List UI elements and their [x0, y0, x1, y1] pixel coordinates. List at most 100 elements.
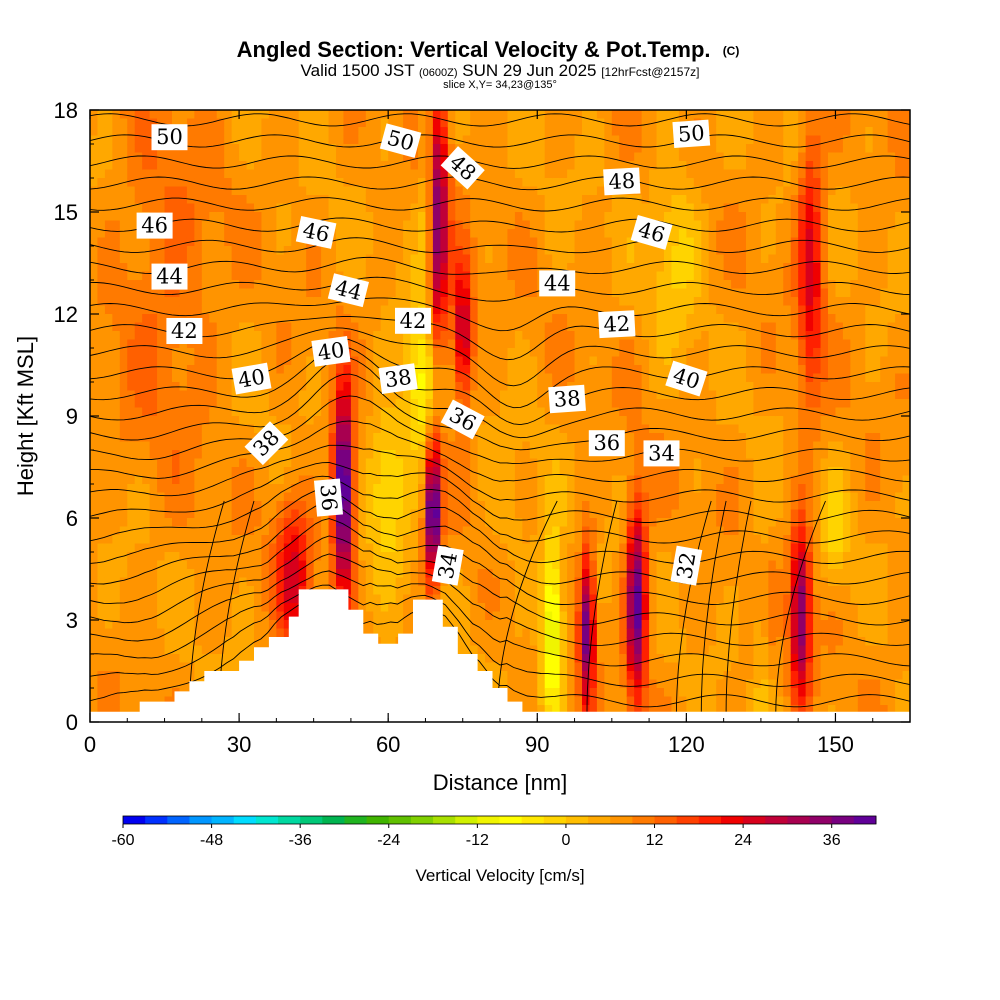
velocity-cell: [343, 263, 352, 273]
velocity-cell: [291, 144, 300, 154]
velocity-cell: [388, 195, 397, 205]
velocity-cell: [97, 518, 106, 528]
velocity-cell: [127, 373, 136, 383]
velocity-cell: [373, 237, 382, 247]
velocity-cell: [291, 492, 300, 502]
velocity-cell: [179, 569, 188, 579]
velocity-cell: [582, 152, 591, 162]
velocity-cell: [216, 441, 225, 451]
velocity-cell: [365, 603, 374, 613]
velocity-cell: [321, 152, 330, 162]
velocity-cell: [104, 535, 113, 545]
velocity-cell: [350, 195, 359, 205]
velocity-cell: [186, 382, 195, 392]
velocity-cell: [90, 348, 99, 358]
velocity-cell: [142, 280, 151, 290]
velocity-cell: [142, 594, 151, 604]
velocity-cell: [186, 577, 195, 587]
velocity-cell: [149, 424, 158, 434]
velocity-cell: [582, 288, 591, 298]
velocity-cell: [239, 501, 248, 511]
velocity-cell: [529, 297, 538, 307]
velocity-cell: [164, 441, 173, 451]
velocity-cell: [529, 543, 538, 553]
velocity-cell: [477, 518, 486, 528]
velocity-cell: [127, 297, 136, 307]
velocity-cell: [336, 314, 345, 324]
velocity-cell: [149, 161, 158, 171]
velocity-cell: [209, 603, 218, 613]
velocity-cell: [522, 526, 531, 536]
velocity-cell: [440, 229, 449, 239]
velocity-cell: [522, 220, 531, 230]
velocity-cell: [514, 492, 523, 502]
velocity-cell: [313, 288, 322, 298]
velocity-cell: [380, 203, 389, 213]
velocity-cell: [380, 467, 389, 477]
velocity-cell: [507, 365, 516, 375]
velocity-cell: [97, 696, 106, 706]
velocity-cell: [567, 484, 576, 494]
velocity-cell: [104, 348, 113, 358]
velocity-cell: [209, 135, 218, 145]
velocity-cell: [336, 458, 345, 468]
velocity-cell: [306, 475, 315, 485]
velocity-cell: [194, 509, 203, 519]
velocity-cell: [477, 577, 486, 587]
velocity-cell: [231, 484, 240, 494]
velocity-cell: [395, 441, 404, 451]
velocity-cell: [142, 246, 151, 256]
velocity-cell: [231, 654, 240, 664]
velocity-cell: [514, 127, 523, 137]
velocity-cell: [514, 620, 523, 630]
velocity-cell: [537, 552, 546, 562]
velocity-cell: [529, 654, 538, 664]
velocity-cell: [567, 543, 576, 553]
velocity-cell: [440, 586, 449, 596]
velocity-cell: [201, 492, 210, 502]
velocity-cell: [321, 518, 330, 528]
velocity-cell: [224, 229, 233, 239]
velocity-cell: [261, 509, 270, 519]
velocity-cell: [246, 399, 255, 409]
velocity-cell: [447, 603, 456, 613]
velocity-cell: [328, 390, 337, 400]
velocity-cell: [231, 314, 240, 324]
velocity-cell: [127, 526, 136, 536]
velocity-cell: [97, 543, 106, 553]
velocity-cell: [477, 654, 486, 664]
velocity-cell: [127, 169, 136, 179]
velocity-cell: [492, 203, 501, 213]
velocity-cell: [231, 560, 240, 570]
velocity-cell: [514, 280, 523, 290]
velocity-cell: [425, 348, 434, 358]
velocity-cell: [462, 611, 471, 621]
velocity-cell: [537, 535, 546, 545]
velocity-cell: [157, 178, 166, 188]
velocity-cell: [462, 356, 471, 366]
velocity-cell: [522, 509, 531, 519]
velocity-cell: [276, 518, 285, 528]
velocity-cell: [179, 195, 188, 205]
velocity-cell: [172, 212, 181, 222]
velocity-cell: [470, 144, 479, 154]
velocity-cell: [134, 416, 143, 426]
velocity-cell: [589, 144, 598, 154]
velocity-cell: [104, 424, 113, 434]
velocity-cell: [350, 603, 359, 613]
velocity-cell: [119, 263, 128, 273]
velocity-cell: [574, 407, 583, 417]
velocity-cell: [529, 399, 538, 409]
velocity-cell: [268, 484, 277, 494]
velocity-cell: [470, 229, 479, 239]
velocity-cell: [447, 203, 456, 213]
velocity-cell: [514, 543, 523, 553]
velocity-cell: [97, 339, 106, 349]
velocity-cell: [529, 365, 538, 375]
velocity-cell: [186, 229, 195, 239]
velocity-cell: [544, 254, 553, 264]
velocity-cell: [418, 135, 427, 145]
velocity-cell: [172, 220, 181, 230]
velocity-cell: [522, 135, 531, 145]
velocity-cell: [172, 288, 181, 298]
